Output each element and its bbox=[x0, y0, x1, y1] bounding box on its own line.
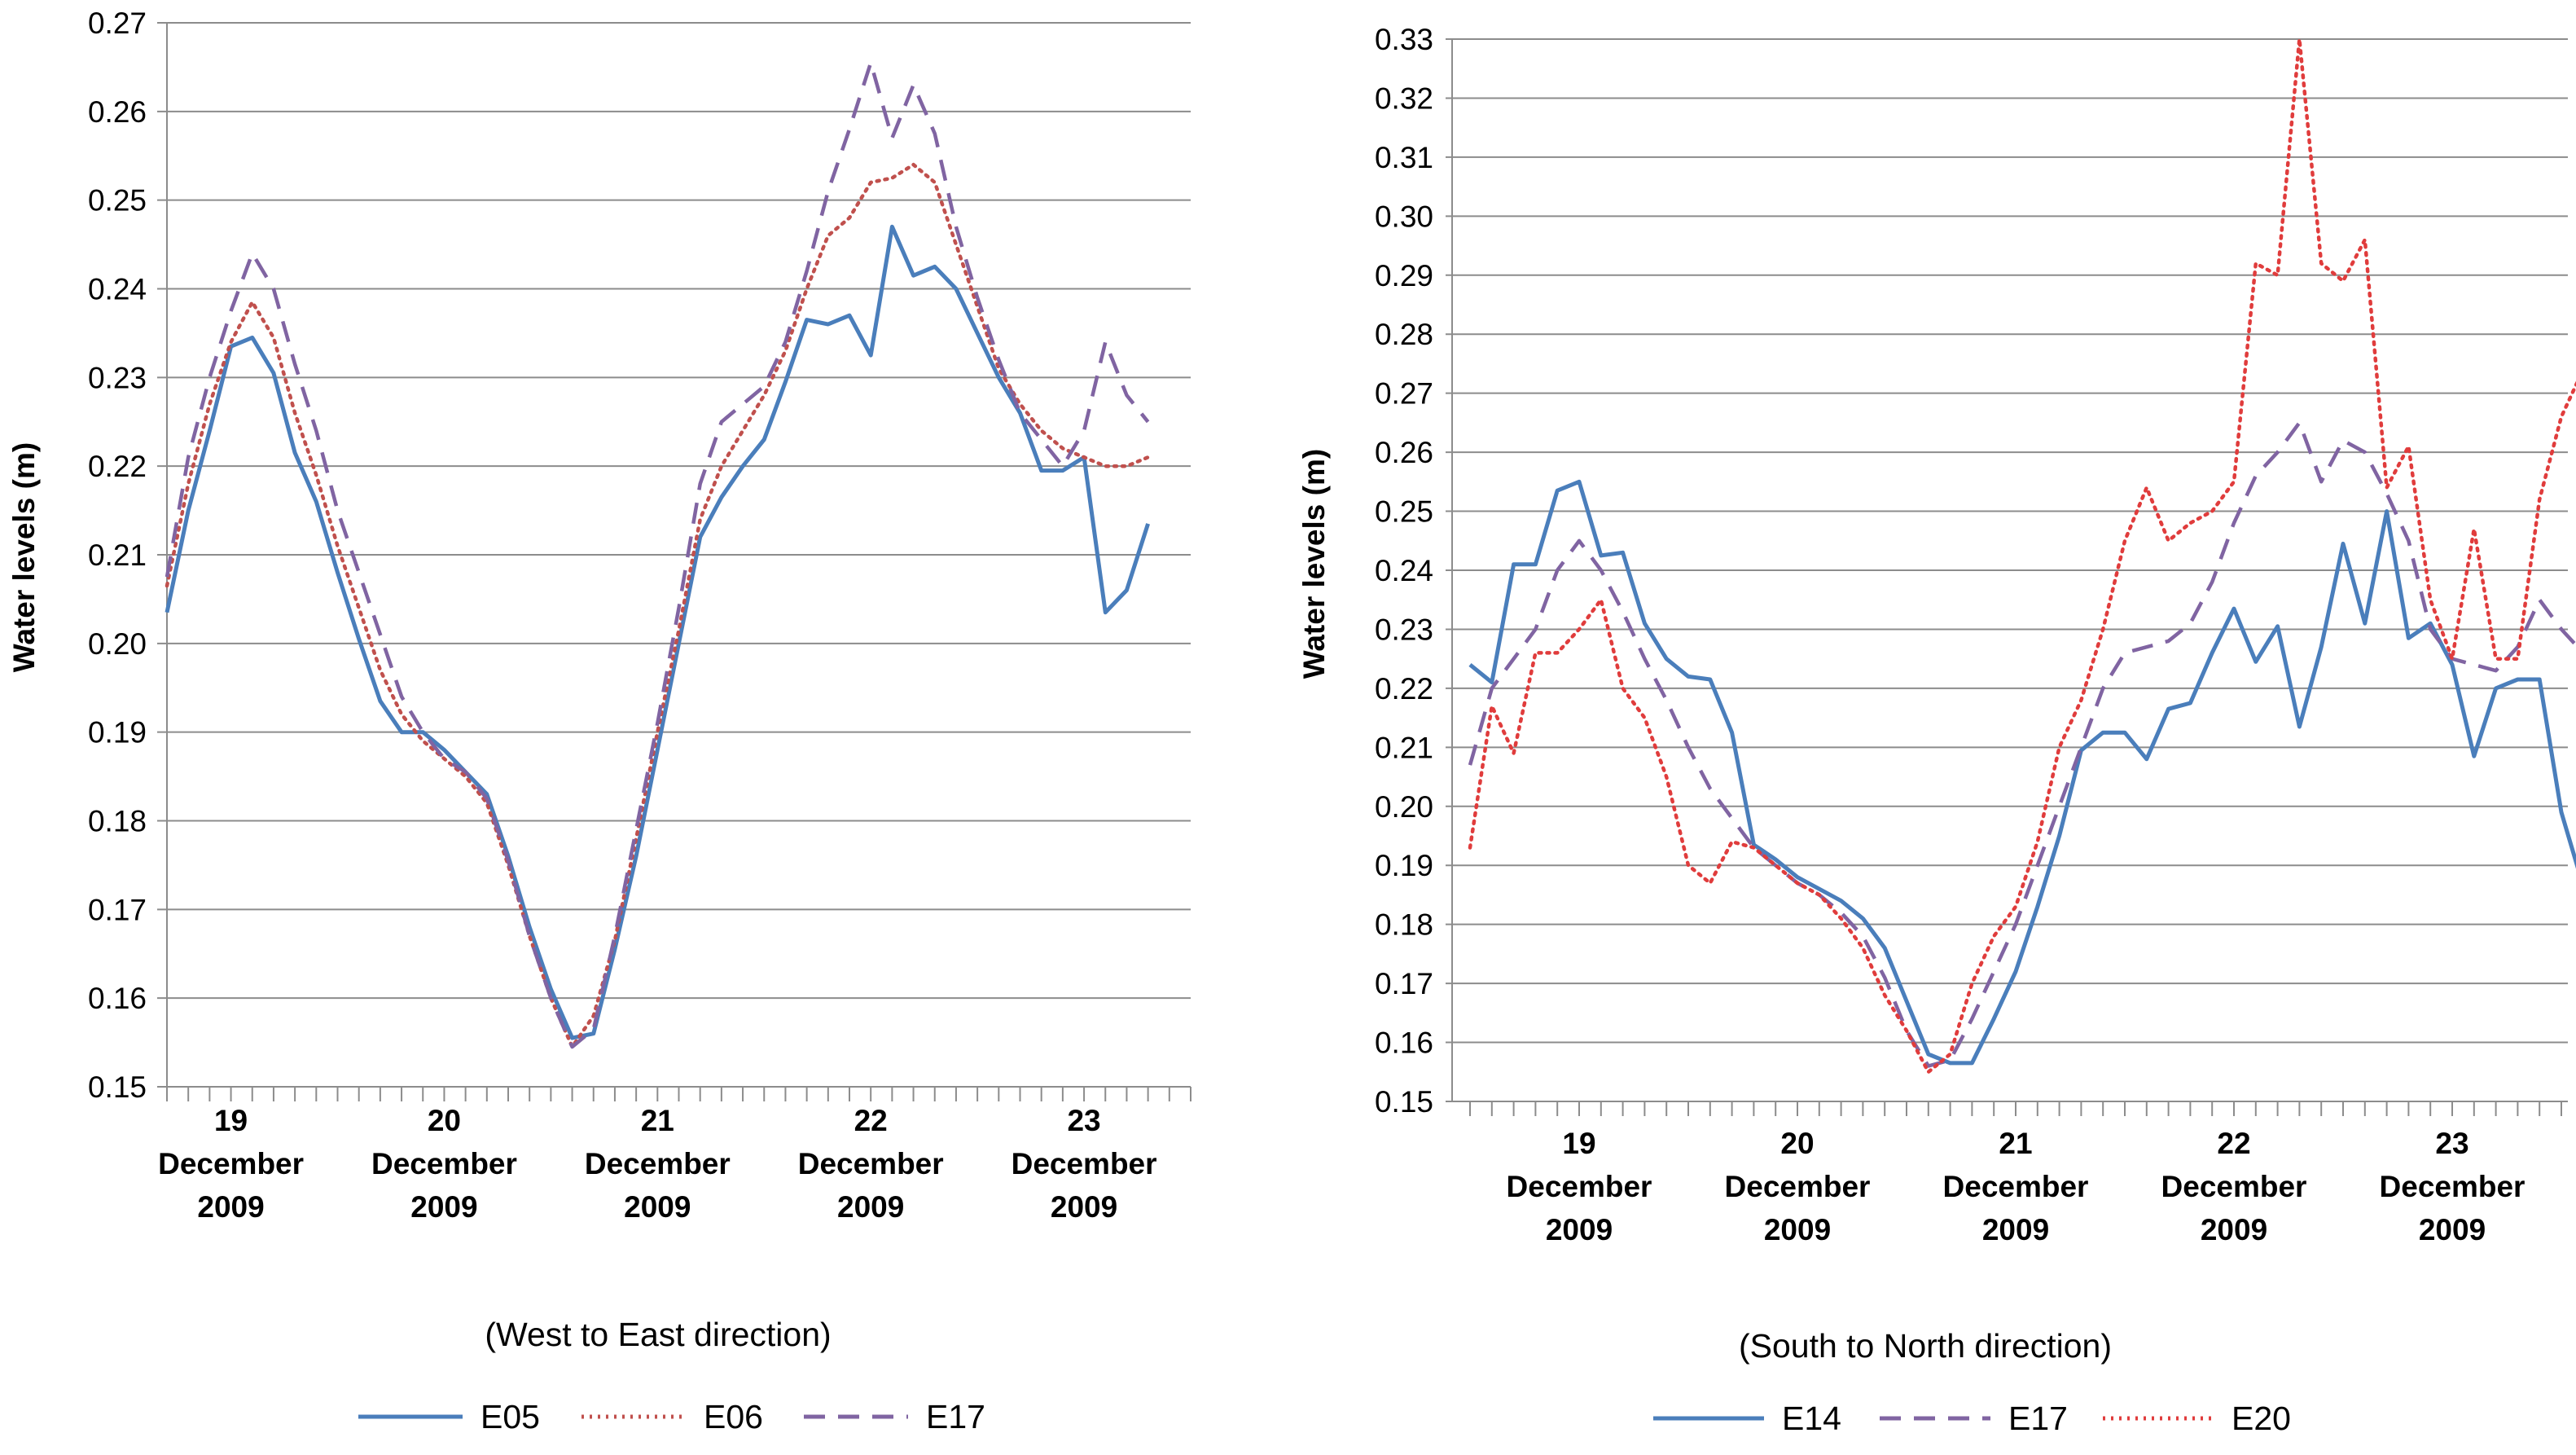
chart-south-north-y-tick-label: 0.23 bbox=[1375, 613, 1433, 646]
chart-south-north-x-tick-day: 22 bbox=[2217, 1127, 2250, 1160]
chart-south-north-y-tick-label: 0.20 bbox=[1375, 790, 1433, 824]
chart-west-east-x-tick-month: December bbox=[585, 1147, 731, 1180]
chart-south-north-y-tick-label: 0.30 bbox=[1375, 200, 1433, 233]
chart-west-east-series-e06 bbox=[165, 162, 1150, 1049]
chart-south-north-x-tick-month: December bbox=[1507, 1170, 1652, 1203]
chart-south-north-y-ticks: 0.15 0.16 0.17 0.18 0.19 0.20 0.21 0.22 0.23 0.24… bbox=[1375, 23, 1433, 1119]
chart-west-east-legend: E05 E06 E17 bbox=[358, 1398, 985, 1435]
chart-west-east-legend-label-e06: E06 bbox=[704, 1398, 763, 1435]
chart-west-east-y-tick-label: 0.15 bbox=[88, 1070, 147, 1104]
chart-west-east-x-tick-day: 23 bbox=[1067, 1104, 1100, 1137]
chart-south-north-x-tick-year: 2009 bbox=[2419, 1213, 2486, 1246]
chart-west-east-y-tick-label: 0.27 bbox=[88, 7, 147, 40]
chart-west-east-y-tick-label: 0.20 bbox=[88, 627, 147, 661]
chart-west-east-y-tick-label: 0.17 bbox=[88, 893, 147, 926]
chart-west-east-caption: (West to East direction) bbox=[485, 1316, 831, 1353]
chart-west-east-x-tick-year: 2009 bbox=[410, 1190, 477, 1224]
chart-west-east-legend-label-e17: E17 bbox=[926, 1398, 985, 1435]
chart-west-east-y-tick-label: 0.25 bbox=[88, 184, 147, 218]
chart-south-north-x-tick-day: 20 bbox=[1780, 1127, 1814, 1160]
chart-south-north-y-tick-label: 0.31 bbox=[1375, 141, 1433, 174]
chart-west-east-x-tick-day: 20 bbox=[428, 1104, 461, 1137]
chart-south-north-x-tick-month: December bbox=[2380, 1170, 2526, 1203]
chart-south-north-series bbox=[1468, 37, 2576, 1075]
chart-south-north-y-tick-label: 0.29 bbox=[1375, 259, 1433, 292]
chart-south-north-x-tick-year: 2009 bbox=[2201, 1213, 2267, 1246]
chart-south-north-y-tick-label: 0.27 bbox=[1375, 377, 1433, 411]
chart-west-east-x-tick-year: 2009 bbox=[1051, 1190, 1117, 1224]
chart-south-north-y-tick-label: 0.25 bbox=[1375, 495, 1433, 529]
chart-south-north-x-tick-day: 21 bbox=[1999, 1127, 2032, 1160]
chart-west-east-legend-label-e05: E05 bbox=[481, 1398, 540, 1435]
chart-south-north-y-tick-label: 0.21 bbox=[1375, 731, 1433, 764]
chart-west-east-series-e05 bbox=[165, 224, 1150, 1040]
chart-south-north-x-tick-month: December bbox=[1725, 1170, 1871, 1203]
chart-west-east-x-tick-year: 2009 bbox=[197, 1190, 264, 1224]
chart-west-east-y-tick-label: 0.19 bbox=[88, 716, 147, 749]
chart-south-north-legend-label-e17: E17 bbox=[2008, 1400, 2068, 1437]
chart-west-east-x-tick-month: December bbox=[371, 1147, 517, 1180]
chart-west-east-y-tick-label: 0.16 bbox=[88, 982, 147, 1015]
chart-south-north-y-tick-label: 0.32 bbox=[1375, 81, 1433, 115]
chart-south-north-y-tick-label: 0.33 bbox=[1375, 23, 1433, 56]
chart-west-east-y-tick-label: 0.18 bbox=[88, 805, 147, 838]
chart-south-north-series-e14 bbox=[1468, 479, 2576, 1066]
chart-west-east-x-tick-day: 21 bbox=[641, 1104, 674, 1137]
chart-west-east-x-ticks: 19 December 2009 20 December 2009 21 December 20… bbox=[158, 1087, 1191, 1224]
chart-south-north-x-ticks: 19 December 2009 20 December 2009 21 December 20… bbox=[1469, 1101, 2562, 1246]
chart-south-north-ylabel: Water levels (m) bbox=[1297, 449, 1331, 679]
chart-west-east-series bbox=[165, 60, 1150, 1049]
chart-south-north-series-e17 bbox=[1468, 420, 2576, 1068]
chart-south-north-y-tick-label: 0.15 bbox=[1375, 1085, 1433, 1119]
chart-south-north-gridlines bbox=[1446, 38, 2568, 1102]
chart-south-north-y-tick-label: 0.24 bbox=[1375, 554, 1433, 587]
chart-south-north-y-tick-label: 0.26 bbox=[1375, 436, 1433, 469]
chart-south-north-x-tick-month: December bbox=[2161, 1170, 2307, 1203]
chart-west-east-y-tick-label: 0.21 bbox=[88, 538, 147, 572]
chart-west-east-x-tick-year: 2009 bbox=[624, 1190, 691, 1224]
chart-south-north-x-tick-day: 19 bbox=[1562, 1127, 1595, 1160]
chart-west-east: Water levels (m) 0.15 0.16 0.17 0.18 0.19 0.2… bbox=[7, 7, 1191, 1435]
chart-west-east-x-tick-day: 22 bbox=[854, 1104, 888, 1137]
chart-south-north-legend-label-e14: E14 bbox=[1782, 1400, 1841, 1437]
chart-south-north-legend: E14 E17 E20 bbox=[1653, 1400, 2291, 1437]
chart-west-east-x-tick-day: 19 bbox=[214, 1104, 248, 1137]
chart-south-north-y-tick-label: 0.22 bbox=[1375, 672, 1433, 706]
chart-south-north-x-tick-day: 23 bbox=[2435, 1127, 2468, 1160]
chart-south-north-x-tick-year: 2009 bbox=[1764, 1213, 1831, 1246]
chart-west-east-y-tick-label: 0.26 bbox=[88, 95, 147, 129]
chart-west-east-ylabel: Water levels (m) bbox=[7, 442, 41, 672]
chart-west-east-y-tick-label: 0.24 bbox=[88, 273, 147, 306]
chart-south-north-y-tick-label: 0.17 bbox=[1375, 967, 1433, 1000]
chart-south-north-x-tick-month: December bbox=[1943, 1170, 2089, 1203]
chart-west-east-x-tick-month: December bbox=[1012, 1147, 1157, 1180]
chart-west-east-x-tick-month: December bbox=[798, 1147, 944, 1180]
chart-west-east-x-tick-month: December bbox=[158, 1147, 304, 1180]
chart-south-north-y-tick-label: 0.28 bbox=[1375, 318, 1433, 351]
chart-west-east-y-tick-label: 0.22 bbox=[88, 450, 147, 483]
chart-south-north-series-e20 bbox=[1468, 37, 2576, 1075]
chart-west-east-y-tick-label: 0.23 bbox=[88, 361, 147, 394]
chart-west-east-x-tick-year: 2009 bbox=[837, 1190, 904, 1224]
chart-west-east-gridlines bbox=[157, 22, 1191, 1088]
chart-south-north: Water levels (m) 0.15 0.16 0.17 0.18 0.19 0.2… bbox=[1297, 23, 2576, 1437]
chart-west-east-series-e17 bbox=[165, 60, 1150, 1049]
chart-south-north-legend-label-e20: E20 bbox=[2232, 1400, 2291, 1437]
chart-south-north-y-tick-label: 0.18 bbox=[1375, 908, 1433, 942]
chart-west-east-y-ticks: 0.15 0.16 0.17 0.18 0.19 0.20 0.21 0.22 0.23 0.24… bbox=[88, 7, 147, 1104]
chart-south-north-y-tick-label: 0.19 bbox=[1375, 849, 1433, 882]
chart-south-north-caption: (South to North direction) bbox=[1739, 1327, 2112, 1365]
chart-south-north-x-tick-year: 2009 bbox=[1982, 1213, 2049, 1246]
chart-south-north-y-tick-label: 0.16 bbox=[1375, 1026, 1433, 1060]
chart-south-north-x-tick-year: 2009 bbox=[1546, 1213, 1613, 1246]
